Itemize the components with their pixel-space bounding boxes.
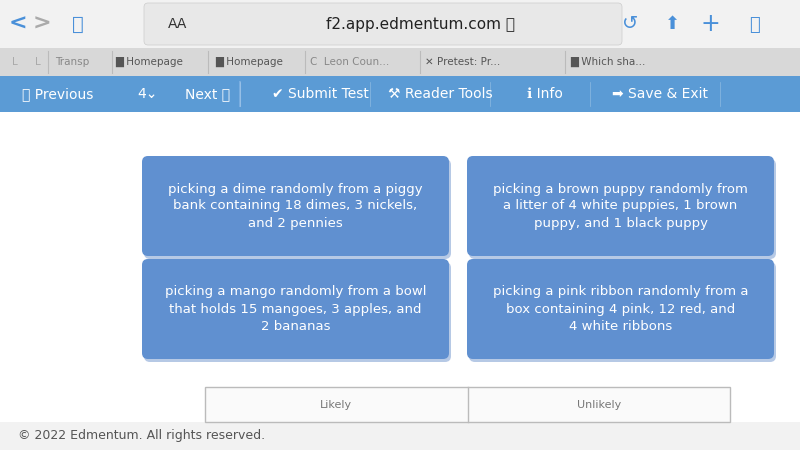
Bar (0, 422, 800, 450)
FancyBboxPatch shape (142, 156, 449, 256)
FancyBboxPatch shape (467, 259, 774, 359)
Text: █ Homepage: █ Homepage (115, 57, 183, 67)
Text: L: L (12, 57, 18, 67)
Text: █ Homepage: █ Homepage (215, 57, 283, 67)
Text: Next ⭘: Next ⭘ (186, 87, 230, 101)
Bar (0, 112, 800, 450)
Text: ⧉: ⧉ (749, 16, 759, 34)
Bar (205, 387, 730, 422)
FancyBboxPatch shape (469, 262, 776, 362)
Text: C  Leon Coun...: C Leon Coun... (310, 57, 390, 67)
FancyBboxPatch shape (469, 159, 776, 259)
FancyBboxPatch shape (142, 259, 449, 359)
Text: picking a brown puppy randomly from
a litter of 4 white puppies, 1 brown
puppy, : picking a brown puppy randomly from a li… (493, 183, 748, 230)
Text: 📖: 📖 (72, 14, 84, 33)
Text: █ Which sha...: █ Which sha... (570, 57, 646, 67)
Text: >: > (33, 14, 51, 34)
Text: AA: AA (168, 17, 187, 31)
FancyBboxPatch shape (144, 3, 622, 45)
Text: ➡ Save & Exit: ➡ Save & Exit (612, 87, 708, 101)
FancyBboxPatch shape (467, 156, 774, 256)
Text: ⬆: ⬆ (665, 15, 679, 33)
Text: ⭘ Previous: ⭘ Previous (22, 87, 94, 101)
Bar (0, 0, 800, 48)
Text: ✔ Submit Test: ✔ Submit Test (271, 87, 369, 101)
Text: picking a dime randomly from a piggy
bank containing 18 dimes, 3 nickels,
and 2 : picking a dime randomly from a piggy ban… (168, 183, 423, 230)
Bar (0, 48, 800, 76)
Text: f2.app.edmentum.com 🔒: f2.app.edmentum.com 🔒 (326, 17, 514, 32)
Text: L: L (35, 57, 41, 67)
FancyBboxPatch shape (144, 159, 451, 259)
Text: <: < (9, 14, 27, 34)
Text: ⚒ Reader Tools: ⚒ Reader Tools (388, 87, 492, 101)
Text: © 2022 Edmentum. All rights reserved.: © 2022 Edmentum. All rights reserved. (18, 429, 265, 442)
Text: 4⌄: 4⌄ (138, 87, 158, 101)
Text: picking a pink ribbon randomly from a
box containing 4 pink, 12 red, and
4 white: picking a pink ribbon randomly from a bo… (493, 285, 748, 333)
Text: Unlikely: Unlikely (577, 400, 621, 410)
Text: Likely: Likely (320, 400, 352, 410)
FancyBboxPatch shape (144, 262, 451, 362)
Text: +: + (700, 12, 720, 36)
Text: picking a mango randomly from a bowl
that holds 15 mangoes, 3 apples, and
2 bana: picking a mango randomly from a bowl tha… (165, 285, 426, 333)
Bar (0, 76, 800, 112)
Text: ✕ Pretest: Pr...: ✕ Pretest: Pr... (425, 57, 500, 67)
Text: Transp: Transp (55, 57, 90, 67)
Text: ℹ Info: ℹ Info (527, 87, 563, 101)
Text: ↺: ↺ (622, 14, 638, 33)
